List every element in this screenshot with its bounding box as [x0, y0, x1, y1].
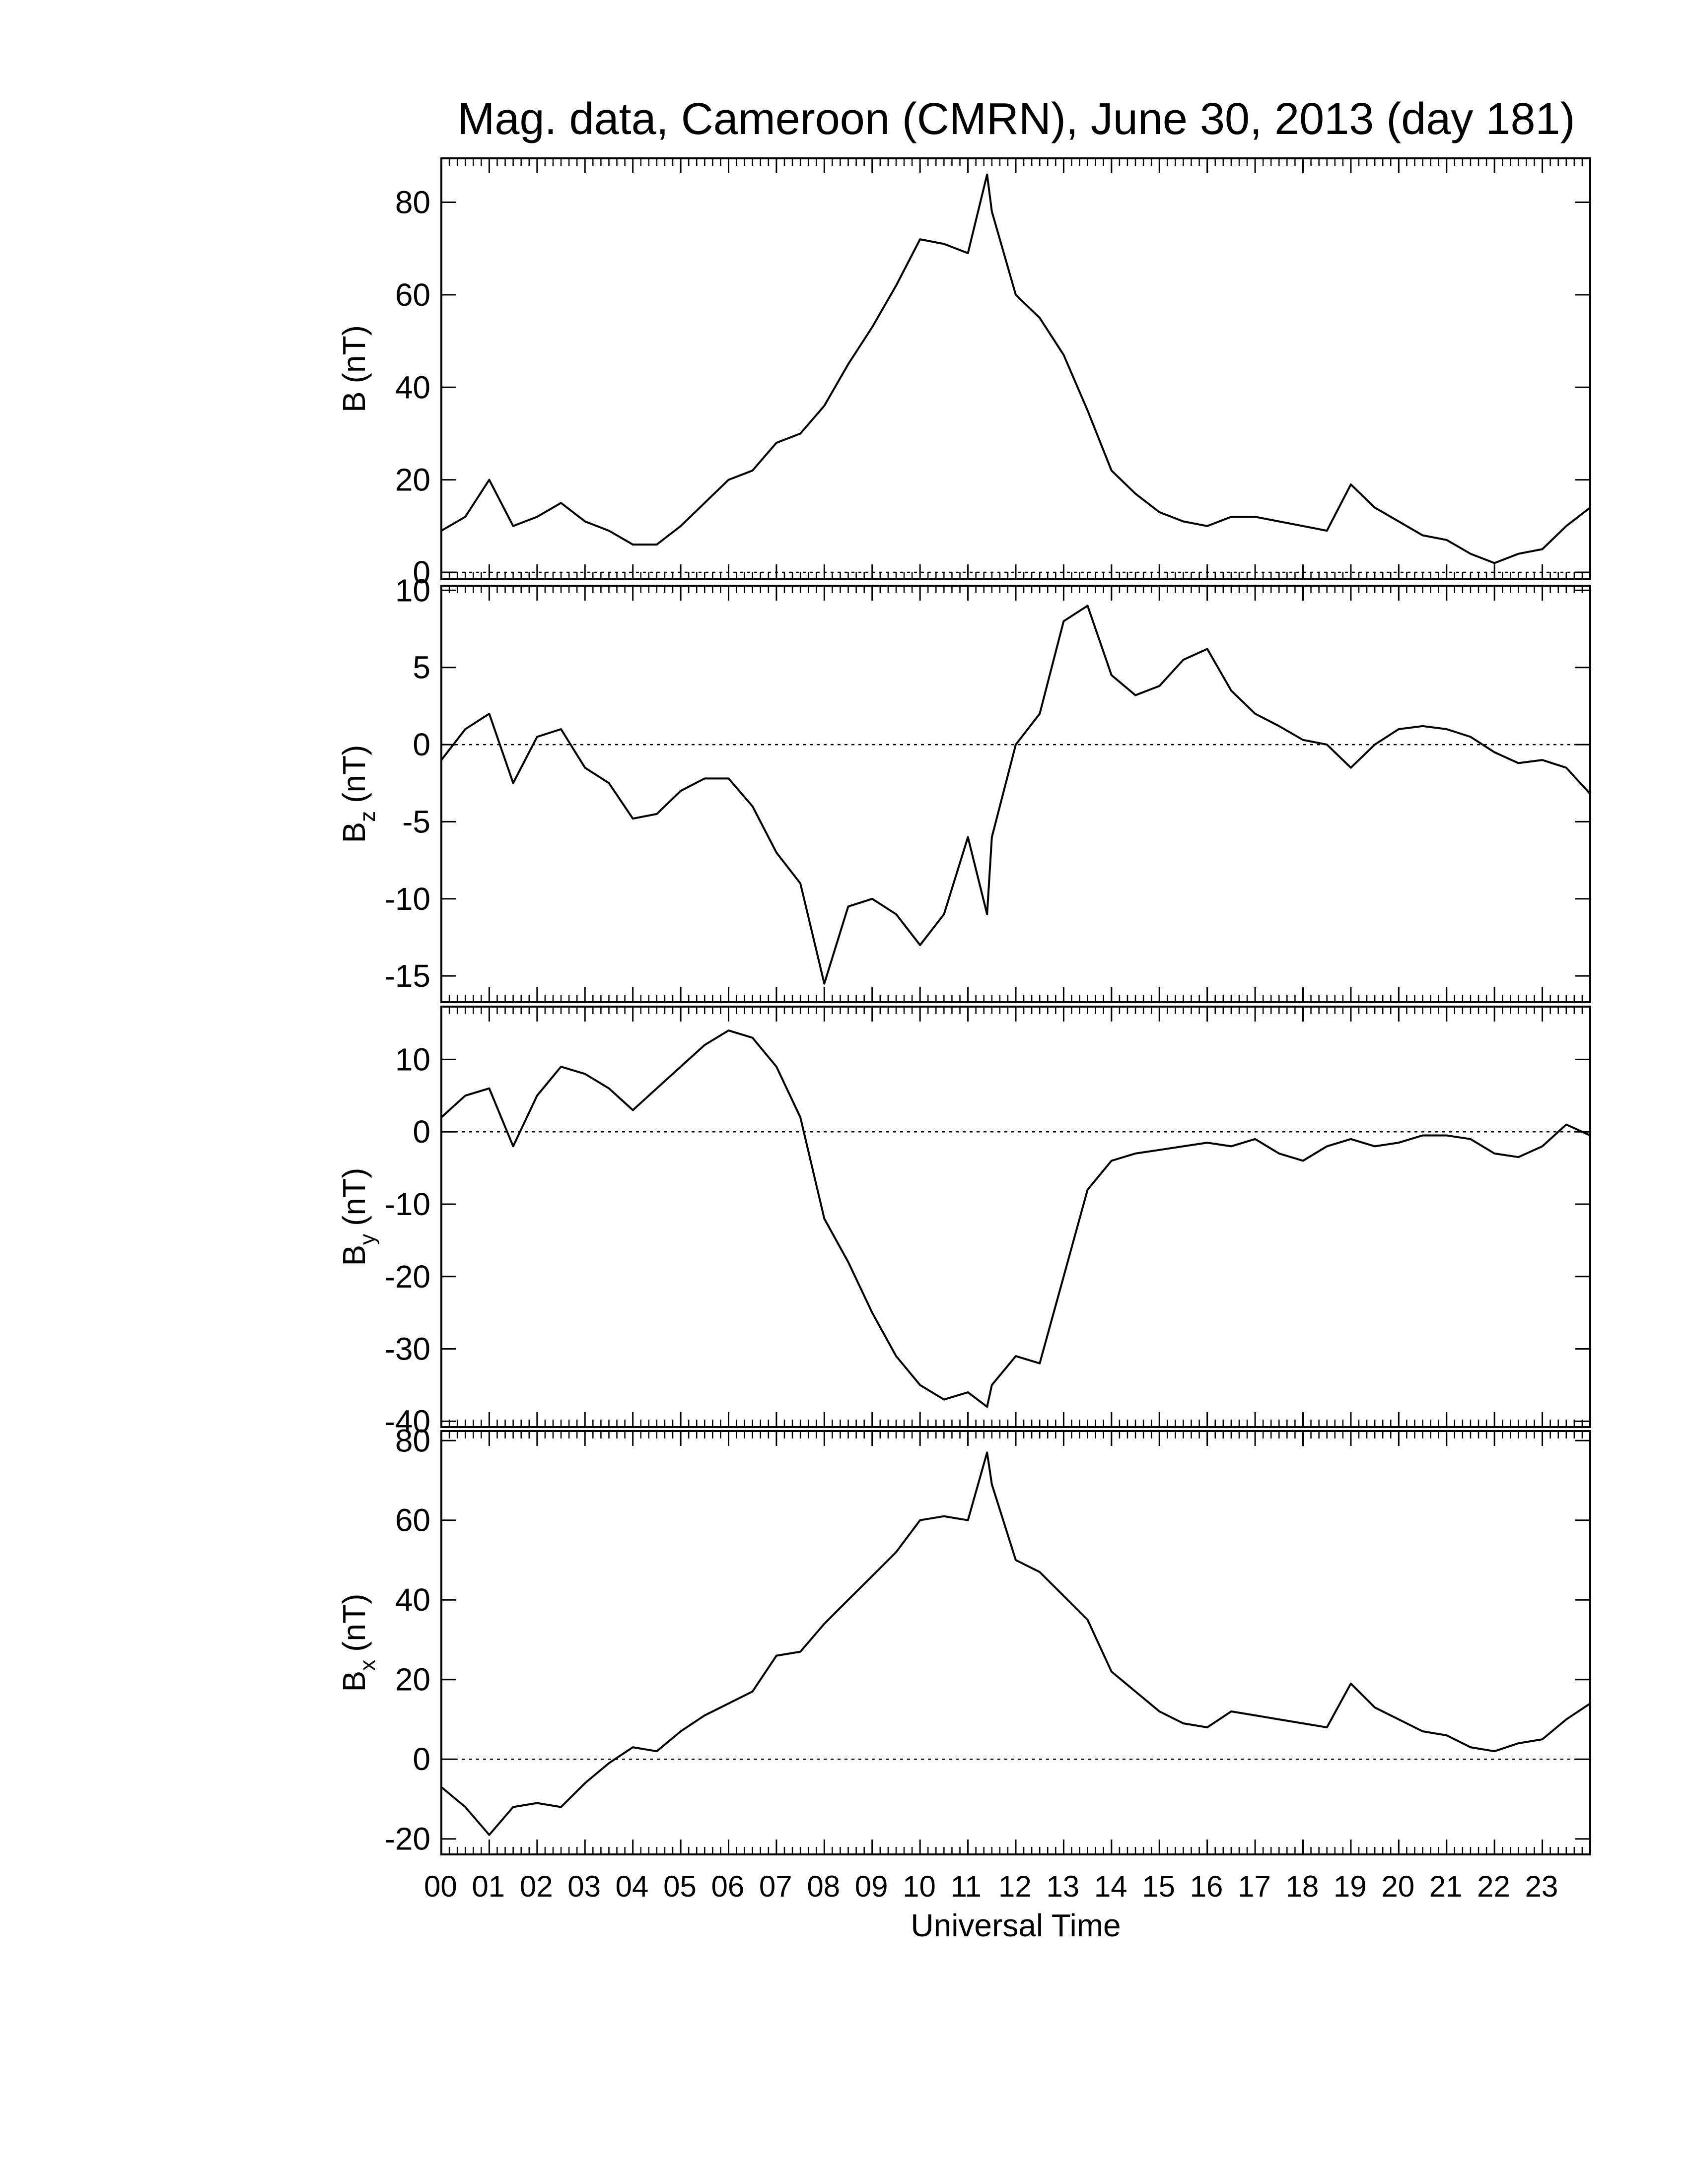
x-tick-label: 13 [1046, 1870, 1079, 1903]
x-tick-label: 12 [998, 1870, 1032, 1903]
y-tick-label: 60 [395, 277, 430, 313]
x-tick-label: 19 [1334, 1870, 1367, 1903]
y-tick-label: 10 [395, 572, 430, 608]
y-tick-label: -40 [385, 1403, 431, 1439]
x-tick-label: 16 [1190, 1870, 1223, 1903]
y-tick-label: 10 [395, 1041, 430, 1077]
y-label-symbol: B [336, 1671, 372, 1692]
y-tick-label: 0 [413, 1741, 430, 1777]
y-label-symbol: B [336, 1245, 372, 1266]
x-tick-label: 14 [1094, 1870, 1127, 1903]
x-tick-label: 07 [759, 1870, 792, 1903]
y-axis-label: Bx (nT) [336, 1594, 380, 1692]
y-tick-label: 20 [395, 1662, 430, 1698]
y-tick-label: -5 [402, 804, 430, 839]
data-line [440, 1451, 1591, 1836]
y-tick-label: -10 [385, 881, 431, 917]
y-tick-label: 0 [413, 727, 430, 762]
data-line [440, 1029, 1591, 1408]
y-axis-label: Bz (nT) [336, 745, 380, 843]
y-label-unit: (nT) [336, 1168, 372, 1226]
x-tick-label: 02 [520, 1870, 553, 1903]
y-tick-label: 40 [395, 369, 430, 405]
x-tick-label: 23 [1525, 1870, 1558, 1903]
x-tick-label: 10 [903, 1870, 936, 1903]
y-label-subscript: z [355, 811, 380, 822]
y-axis-label: B (nT) [336, 325, 372, 412]
x-tick-label: 06 [711, 1870, 745, 1903]
x-tick-label: 09 [855, 1870, 888, 1903]
data-line [440, 605, 1591, 985]
y-label-symbol: B [336, 391, 372, 412]
y-tick-label: -20 [385, 1821, 431, 1857]
y-tick-label: -30 [385, 1331, 431, 1367]
x-tick-label: 03 [567, 1870, 601, 1903]
y-tick-label: 20 [395, 462, 430, 498]
data-line [440, 173, 1591, 564]
x-tick-label: 15 [1142, 1870, 1175, 1903]
chart-title: Mag. data, Cameroon (CMRN), June 30, 201… [457, 94, 1575, 144]
y-label-unit: (nT) [336, 325, 372, 383]
x-axis-label: Universal Time [911, 1908, 1121, 1943]
x-tick-label: 20 [1381, 1870, 1414, 1903]
x-tick-label: 01 [472, 1870, 505, 1903]
x-tick-label: 05 [663, 1870, 697, 1903]
x-tick-label: 21 [1429, 1870, 1463, 1903]
x-tick-label: 17 [1238, 1870, 1271, 1903]
x-tick-label: 04 [616, 1870, 649, 1903]
y-tick-label: 0 [413, 1114, 430, 1150]
y-label-unit: (nT) [336, 1594, 372, 1652]
x-tick-label: 08 [807, 1870, 840, 1903]
y-tick-label: 60 [395, 1502, 430, 1538]
y-label-subscript: x [355, 1660, 380, 1671]
y-axis-label: By (nT) [336, 1168, 380, 1266]
x-tick-label: 18 [1286, 1870, 1319, 1903]
y-tick-label: 80 [395, 185, 430, 220]
x-tick-label: 22 [1477, 1870, 1510, 1903]
x-tick-label: 11 [951, 1870, 982, 1903]
y-tick-label: 0 [413, 554, 430, 590]
y-tick-label: -20 [385, 1259, 431, 1295]
y-label-symbol: B [336, 822, 372, 843]
y-tick-label: -15 [385, 958, 431, 994]
y-tick-label: -10 [385, 1186, 431, 1222]
y-label-unit: (nT) [336, 745, 372, 803]
y-tick-label: 40 [395, 1582, 430, 1618]
y-label-subscript: y [355, 1234, 380, 1245]
y-tick-label: 5 [413, 650, 430, 685]
x-tick-label: 00 [424, 1870, 457, 1903]
y-tick-label: 80 [395, 1423, 430, 1458]
